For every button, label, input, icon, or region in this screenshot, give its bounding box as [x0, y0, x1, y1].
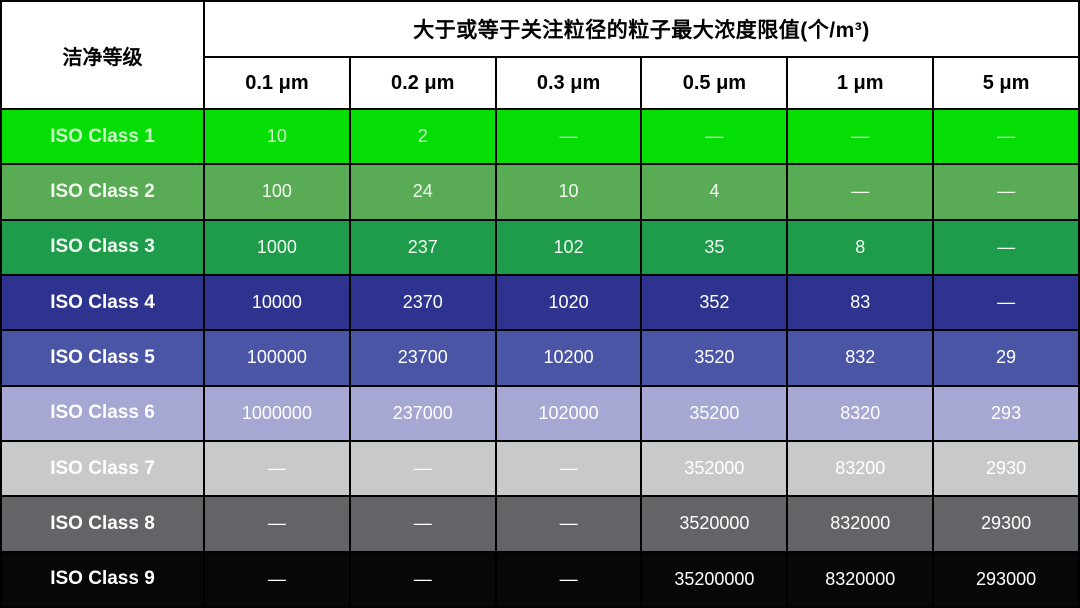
value-cell: 1020: [494, 273, 643, 332]
value-cell: 100000: [203, 329, 351, 387]
table-row-iso-class-5: ISO Class 5 100000 23700 10200 3520 832 29: [0, 329, 1080, 387]
value-cell: —: [786, 107, 935, 166]
value-cell: —: [494, 107, 643, 166]
column-header-0.5um: 0.5 μm: [640, 56, 789, 110]
value-cell: —: [348, 495, 497, 553]
value-cell: —: [203, 495, 351, 553]
value-cell: —: [786, 163, 935, 221]
value-cell: 35: [640, 218, 789, 276]
table-row-iso-class-2: ISO Class 2 100 24 10 4— —: [0, 163, 1080, 221]
value-cell: 23700: [348, 329, 497, 387]
value-cell: —: [932, 107, 1080, 166]
value-cell: —: [494, 550, 643, 608]
table-row-iso-class-7: ISO Class 7— — —352000 83200 2930: [0, 439, 1080, 498]
value-cell: 352000: [640, 439, 789, 498]
row-label: ISO Class 3: [0, 218, 205, 276]
value-cell: 8320: [786, 384, 935, 442]
value-cell: 8320000: [786, 550, 935, 608]
value-cell: 10200: [494, 329, 643, 387]
main-header-cell: 大于或等于关注粒径的粒子最大浓度限值(个/m³): [203, 0, 1080, 58]
row-label: ISO Class 5: [0, 329, 205, 387]
column-header-5um: 5 μm: [932, 56, 1080, 110]
value-cell: 29300: [932, 495, 1080, 553]
value-cell: —: [932, 273, 1080, 332]
row-label: ISO Class 1: [0, 107, 205, 166]
value-cell: —: [203, 439, 351, 498]
value-cell: 10000: [203, 273, 351, 332]
value-cell: 293000: [932, 550, 1080, 608]
value-cell: —: [348, 439, 497, 498]
value-cell: —: [494, 495, 643, 553]
table-row-iso-class-9: ISO Class 9— — —35200000 8320000 293000: [0, 550, 1080, 608]
value-cell: —: [932, 163, 1080, 221]
value-cell: 100: [203, 163, 351, 221]
main-header-row: 洁净等级 大于或等于关注粒径的粒子最大浓度限值(个/m³): [0, 0, 1080, 110]
value-cell: 3520000: [640, 495, 789, 553]
value-cell: 832000: [786, 495, 935, 553]
column-header-0.1um: 0.1 μm: [203, 56, 351, 110]
value-cell: —: [494, 439, 643, 498]
value-cell: —: [640, 107, 789, 166]
value-cell: 83: [786, 273, 935, 332]
table-body: ISO Class 1 10 2— — — — ISO Class 2 100 24 10 4— — I…: [0, 107, 1080, 608]
table-row-iso-class-4: ISO Class 4 10000 2370 1020 352 83—: [0, 273, 1080, 332]
column-header-0.3um: 0.3 μm: [494, 56, 643, 110]
value-cell: 35200: [640, 384, 789, 442]
value-cell: —: [932, 218, 1080, 276]
value-cell: 352: [640, 273, 789, 332]
value-cell: 2: [348, 107, 497, 166]
value-cell: 24: [348, 163, 497, 221]
value-cell: —: [348, 550, 497, 608]
value-cell: 832: [786, 329, 935, 387]
value-cell: 237: [348, 218, 497, 276]
value-cell: 2370: [348, 273, 497, 332]
column-header-1um: 1 μm: [786, 56, 935, 110]
value-cell: 29: [932, 329, 1080, 387]
value-cell: 35200000: [640, 550, 789, 608]
row-label: ISO Class 2: [0, 163, 205, 221]
value-cell: 237000: [348, 384, 497, 442]
table-header: 洁净等级 大于或等于关注粒径的粒子最大浓度限值(个/m³) 0.1 μm 0.2…: [0, 0, 1080, 110]
table-row-iso-class-1: ISO Class 1 10 2— — — —: [0, 107, 1080, 166]
value-cell: 293: [932, 384, 1080, 442]
value-cell: 8: [786, 218, 935, 276]
value-cell: 83200: [786, 439, 935, 498]
row-label: ISO Class 8: [0, 495, 205, 553]
row-label: ISO Class 6: [0, 384, 205, 442]
table-row-iso-class-6: ISO Class 6 1000000 237000 102000 35200 8320 2…: [0, 384, 1080, 442]
value-cell: 1000: [203, 218, 351, 276]
value-cell: 4: [640, 163, 789, 221]
value-cell: 102: [494, 218, 643, 276]
value-cell: —: [203, 550, 351, 608]
table-row-iso-class-8: ISO Class 8— — —3520000 832000 29300: [0, 495, 1080, 553]
value-cell: 10: [494, 163, 643, 221]
value-cell: 2930: [932, 439, 1080, 498]
table-row-iso-class-3: ISO Class 3 1000 237 102 35 8—: [0, 218, 1080, 276]
value-cell: 1000000: [203, 384, 351, 442]
row-label: ISO Class 9: [0, 550, 205, 608]
value-cell: 3520: [640, 329, 789, 387]
column-header-0.2um: 0.2 μm: [348, 56, 497, 110]
value-cell: 10: [203, 107, 351, 166]
value-cell: 102000: [494, 384, 643, 442]
particle-size-header-row: 0.1 μm 0.2 μm 0.3 μm 0.5 μm 1 μm 5 μm: [1, 56, 1080, 110]
row-label: ISO Class 7: [0, 439, 205, 498]
row-label: ISO Class 4: [0, 273, 205, 332]
corner-header-cell: 洁净等级: [0, 0, 205, 110]
